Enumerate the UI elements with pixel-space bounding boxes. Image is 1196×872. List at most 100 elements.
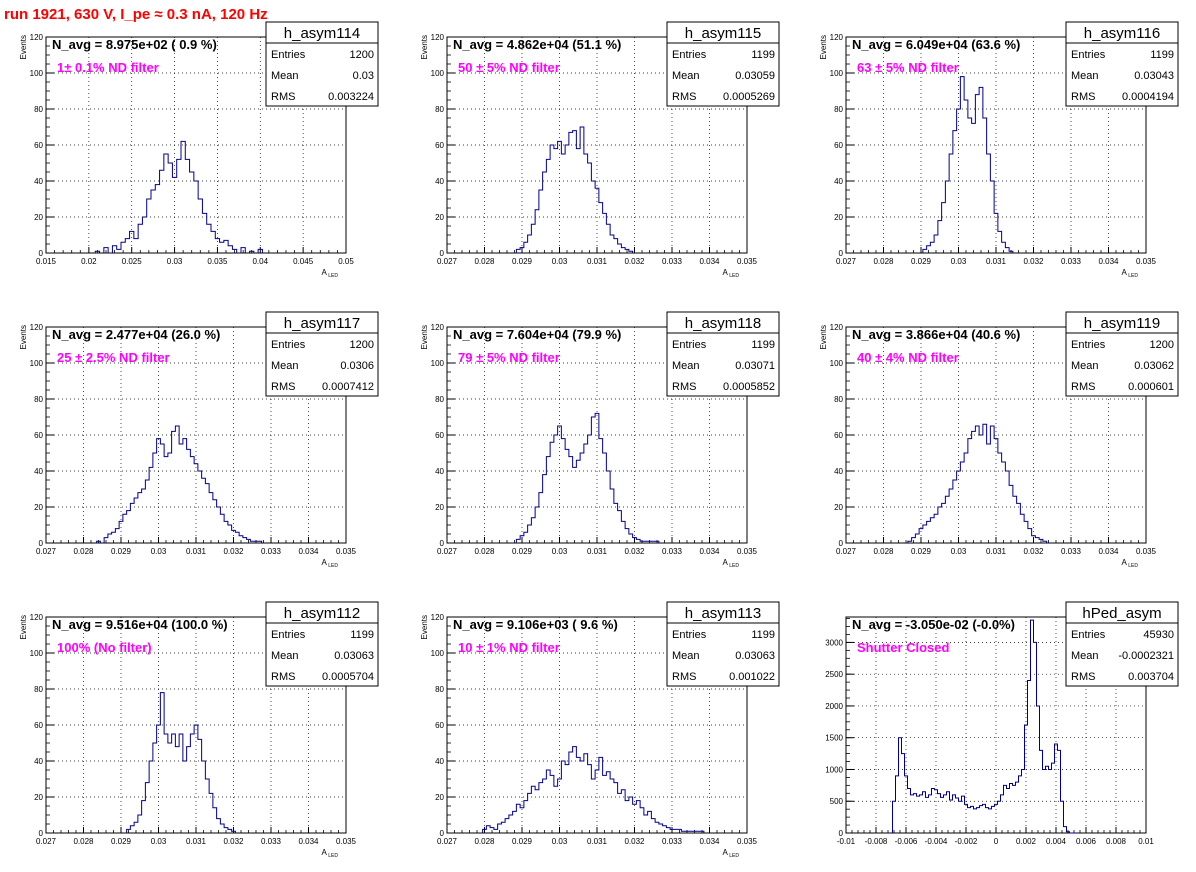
histogram-bin (1064, 827, 1067, 833)
histogram-bin (172, 734, 176, 833)
histogram-bin (696, 831, 700, 833)
histogram-bin (535, 210, 539, 253)
histogram-bin (531, 786, 535, 833)
x-tick-label: -0.01 (837, 837, 856, 846)
x-tick-label: 0.031 (986, 257, 1007, 266)
histogram-bin (644, 541, 648, 543)
x-tick-label: 0.028 (873, 257, 894, 266)
histogram-bin (987, 444, 991, 543)
histogram-bin (528, 793, 532, 833)
x-tick-label: 0.006 (1076, 837, 1097, 846)
histogram-bin (543, 779, 547, 833)
histogram-bin (899, 738, 902, 833)
histogram-bin (224, 828, 228, 833)
histogram-bin (228, 246, 232, 253)
y-tick-label: 120 (830, 323, 844, 332)
stat-value: 0.0004194 (1122, 91, 1174, 103)
stat-value: 0.0005704 (322, 671, 374, 683)
x-tick-label: 0.035 (1136, 257, 1157, 266)
y-tick-label: 1000 (825, 765, 843, 774)
histogram-bin (971, 806, 974, 833)
x-axis-label: A LED (1122, 268, 1139, 279)
histogram-bin (224, 521, 228, 543)
histogram-bin (565, 449, 569, 543)
histogram-bin (217, 507, 221, 543)
histogram-bin (625, 249, 629, 253)
stat-value: 1199 (751, 629, 775, 641)
histogram-bin (1035, 538, 1039, 543)
stat-value: 45930 (1143, 629, 1174, 641)
stat-value: -0.0002321 (1118, 650, 1174, 662)
y-axis-label: Events (19, 35, 28, 59)
histogram-bin (934, 514, 938, 543)
histogram-bin (960, 77, 964, 253)
y-tick-label: 0 (39, 829, 44, 838)
histogram-bin (1020, 514, 1024, 543)
histogram-series-h_asym113 (482, 746, 705, 833)
y-tick-label: 20 (435, 503, 444, 512)
histogram-bin (614, 239, 618, 253)
x-tick-label: 0.028 (474, 257, 495, 266)
histogram-bin (145, 783, 149, 833)
y-tick-label: 80 (34, 105, 43, 114)
histogram-bin (573, 747, 577, 833)
histogram-bin (1037, 706, 1040, 833)
histogram-bin (250, 541, 254, 543)
histogram-bin (155, 185, 159, 253)
histogram-bin (153, 743, 157, 833)
histogram-panel-h_asym114: 0.015 0.02 0.025 0.03 0.035 0.04 0.045 0.05 0 20 4… (19, 21, 379, 279)
x-tick-label: 0.035 (207, 257, 228, 266)
stat-label: Mean (1071, 650, 1099, 662)
histogram-bin (550, 775, 554, 833)
histogram-bin (108, 534, 112, 543)
histogram-bin (930, 242, 934, 253)
histogram-series-h_asym114 (94, 140, 263, 253)
histogram-bin (957, 471, 961, 543)
x-tick-label: 0.008 (1106, 837, 1127, 846)
histogram-bin (911, 795, 914, 833)
histogram-bin (1022, 769, 1025, 833)
stat-label: Mean (1071, 360, 1099, 372)
x-tick-label: 0.031 (186, 547, 207, 556)
histogram-bin (606, 772, 610, 833)
stat-label: Mean (1071, 70, 1099, 82)
histogram-bin (220, 514, 224, 543)
histogram-bin (569, 132, 573, 253)
histogram-bin (990, 181, 994, 253)
histogram-bin (524, 242, 528, 253)
x-tick-label: -0.004 (925, 837, 948, 846)
histogram-bin (651, 819, 655, 833)
histogram-bin (516, 539, 520, 543)
histogram-bin (149, 467, 153, 543)
x-tick-label: 0.032 (223, 547, 244, 556)
histogram-bin (112, 532, 116, 543)
histogram-bin (1040, 750, 1043, 833)
x-tick-label: 0.034 (298, 837, 319, 846)
x-tick-label: 0.033 (261, 837, 282, 846)
x-axis-label: A LED (322, 268, 339, 279)
histogram-bin (1016, 782, 1019, 833)
histogram-panel-h_asym112: 0.027 0.028 0.029 0.03 0.031 0.032 0.033 0.034 0… (19, 601, 379, 859)
histogram-bin (681, 831, 685, 833)
plot-frame (446, 326, 748, 544)
y-tick-label: 40 (34, 467, 43, 476)
histogram-bin (121, 242, 125, 253)
filter-note: 25 ± 2.5% ND filter (57, 350, 170, 365)
histogram-panel-h_asym119: 0.027 0.028 0.029 0.03 0.031 0.032 0.033 0.034 0… (819, 311, 1179, 569)
histogram-bin (1005, 471, 1009, 543)
run-title: run 1921, 630 V, I_pe ≈ 0.3 nA, 120 Hz (4, 6, 268, 23)
x-tick-label: 0.025 (122, 257, 143, 266)
histogram-bin (254, 541, 258, 543)
histogram-bin (569, 457, 573, 543)
histogram-series-h_asym119 (907, 423, 1048, 543)
histogram-bin (1013, 496, 1017, 543)
histogram-bin (945, 496, 949, 543)
histogram-bin (917, 796, 920, 833)
histogram-bin (119, 521, 123, 543)
stat-label: Entries (672, 339, 707, 351)
histogram-bin (134, 239, 138, 253)
histogram-bin (239, 536, 243, 543)
histogram-bin (543, 172, 547, 253)
histogram-name: h_asym115 (685, 25, 761, 42)
histogram-bin (584, 754, 588, 833)
